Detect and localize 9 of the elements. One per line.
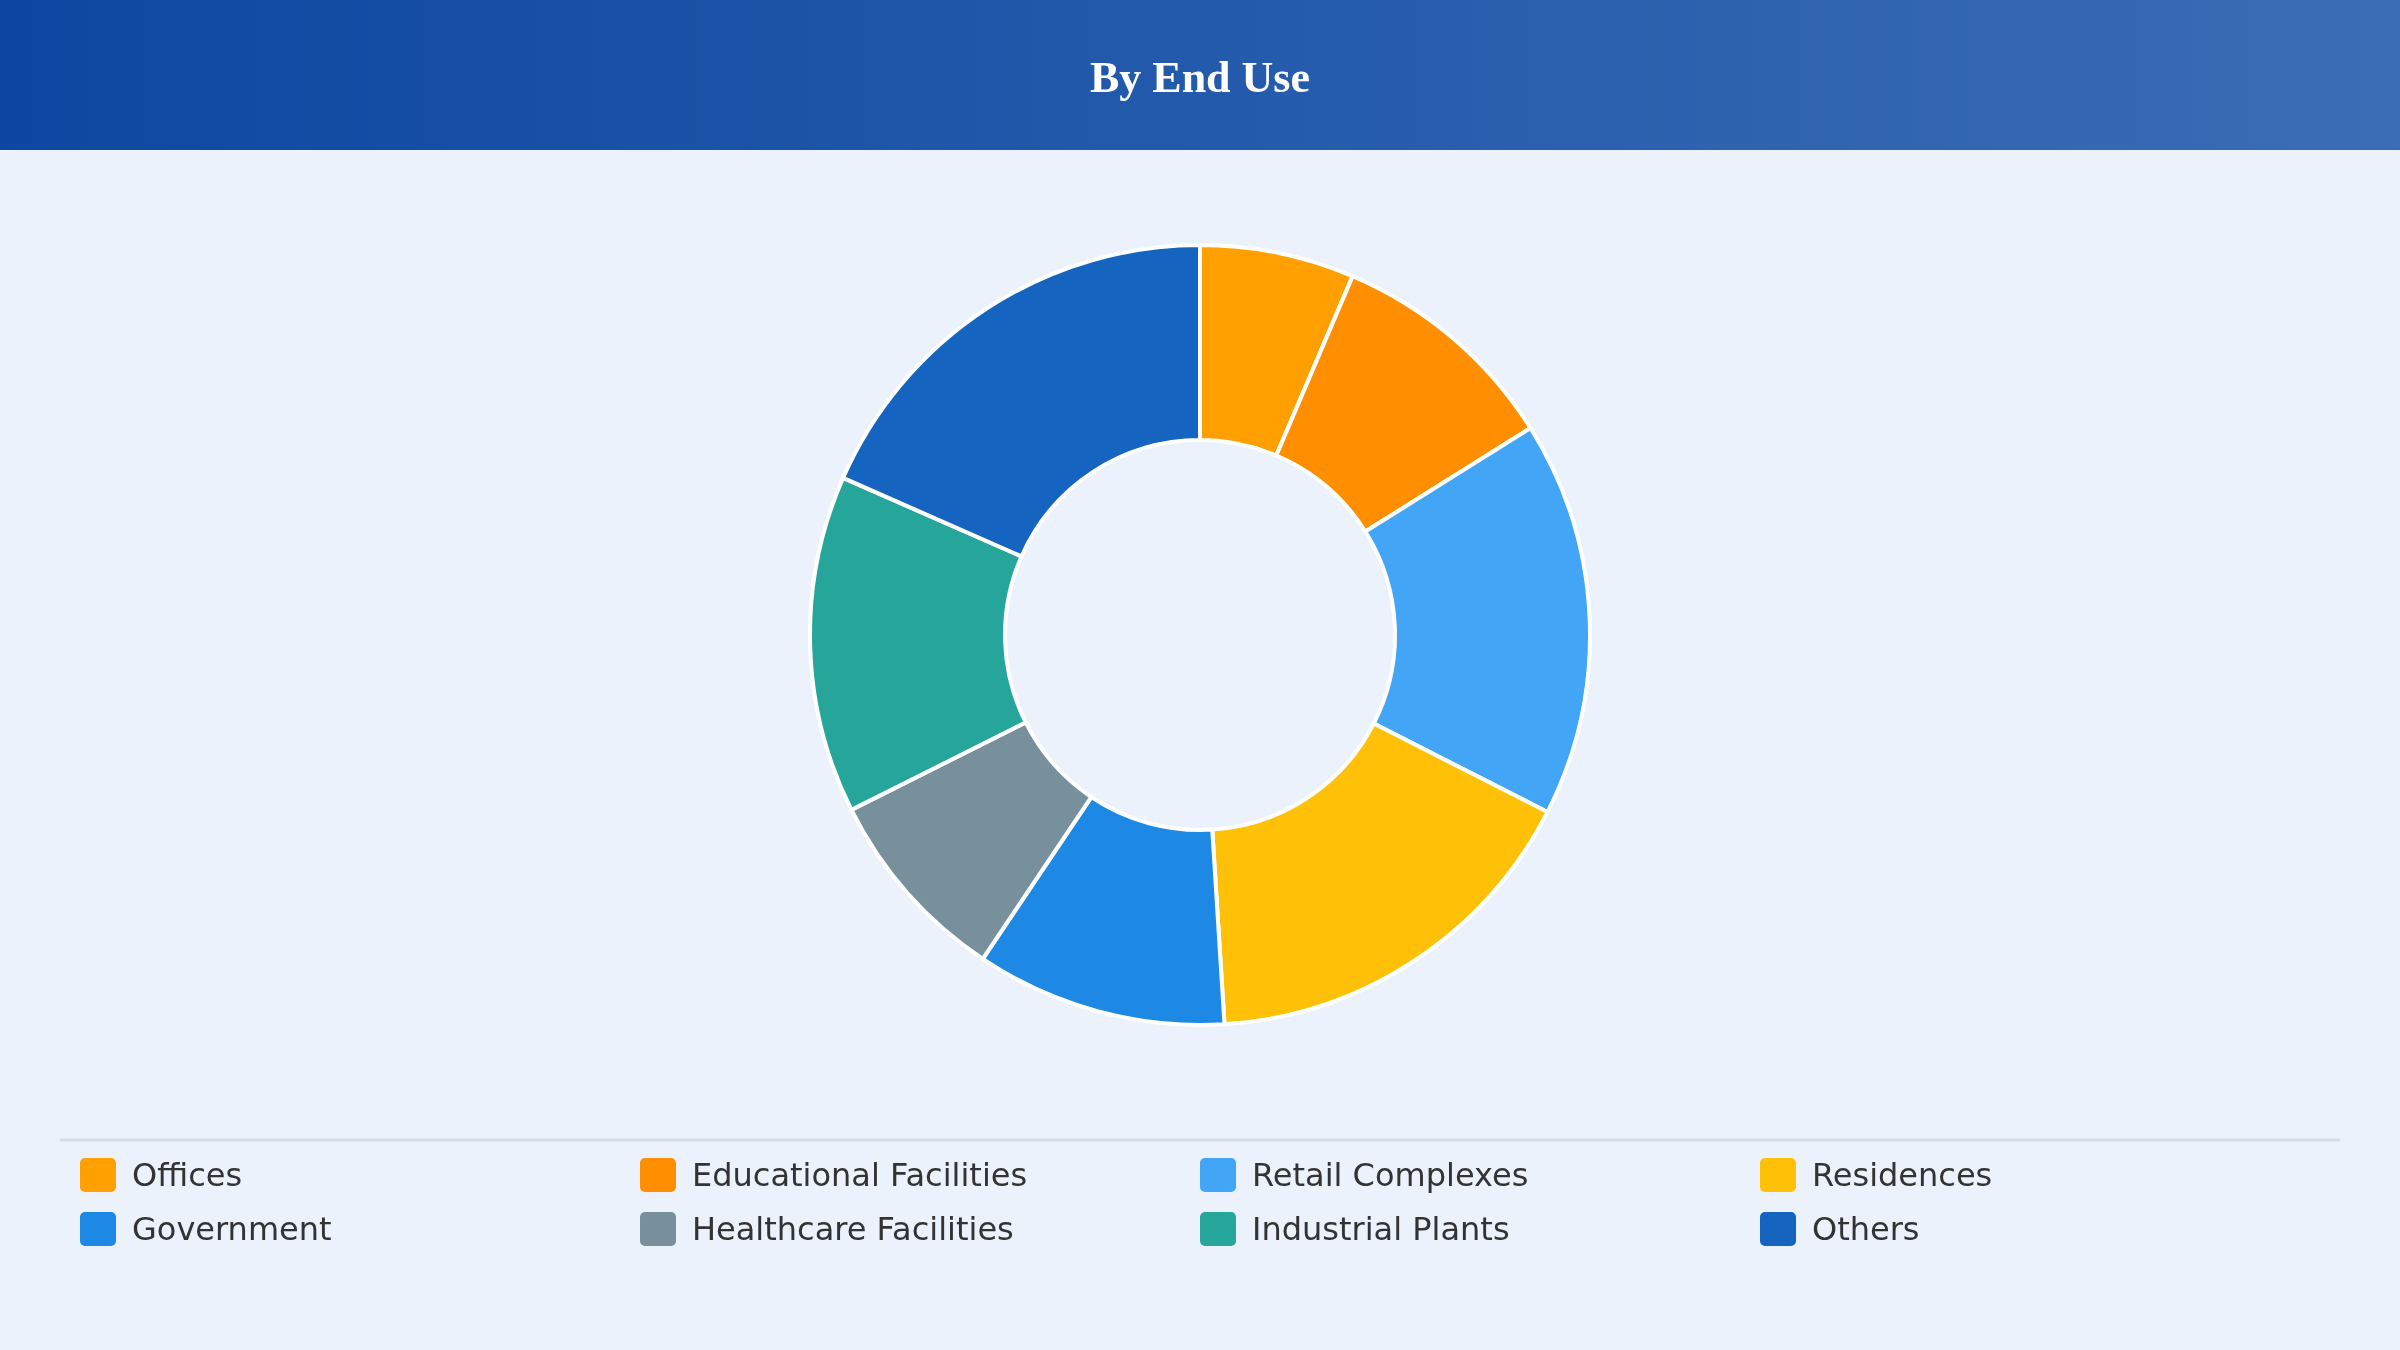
legend-label: Government [132,1210,332,1248]
legend-label: Industrial Plants [1252,1210,1510,1248]
chart-title: By End Use [1089,53,1311,102]
legend-label: Educational Facilities [692,1156,1028,1194]
legend-label: Offices [132,1156,243,1194]
legend-label: Others [1812,1210,1920,1248]
legend-label: Healthcare Facilities [692,1210,1014,1248]
legend-label: Residences [1812,1156,1993,1194]
legend-label: Retail Complexes [1252,1156,1529,1194]
